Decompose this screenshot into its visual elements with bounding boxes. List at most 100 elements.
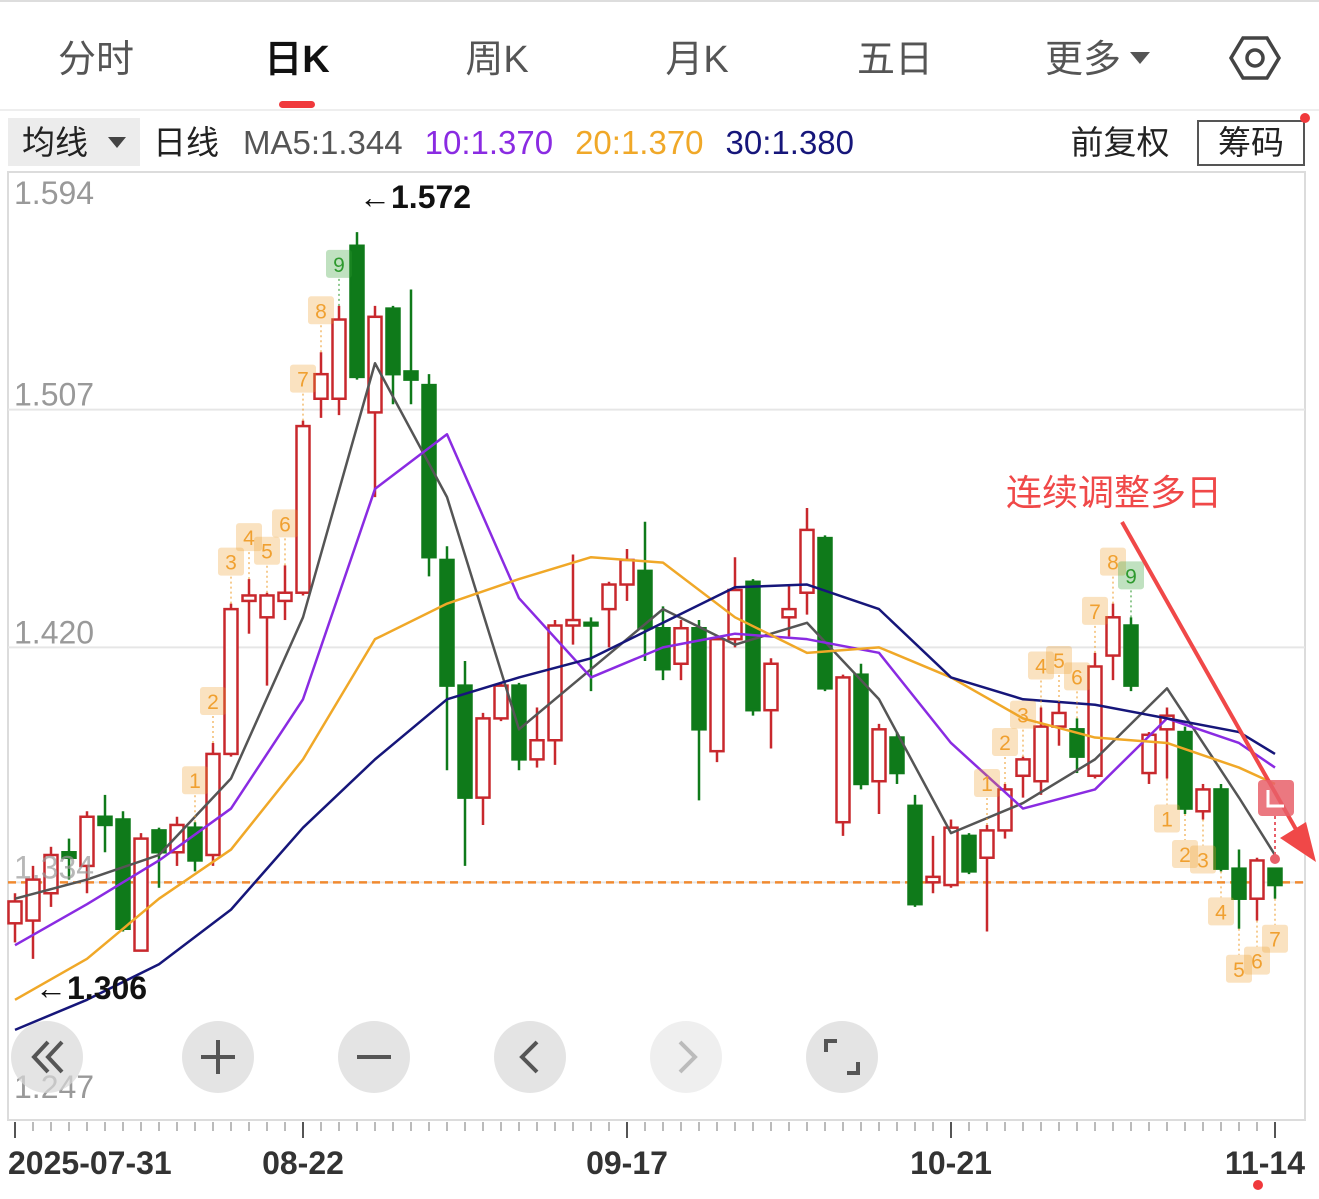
candle-body xyxy=(1267,867,1283,887)
candle-body xyxy=(907,804,923,906)
sequence-badge xyxy=(1046,646,1072,675)
candle-body xyxy=(1249,859,1265,900)
sequence-number: 9 xyxy=(333,254,345,277)
candle-body xyxy=(1087,665,1103,778)
sequence-number: 4 xyxy=(243,527,255,550)
adjust-option[interactable]: 前复权 xyxy=(1071,124,1170,161)
dropdown-caret xyxy=(108,137,126,148)
candle-body xyxy=(421,383,437,559)
tab[interactable]: 更多 xyxy=(1045,39,1121,81)
ma-line xyxy=(14,361,1277,900)
candle-body xyxy=(1195,788,1211,813)
note: 连续调整多日 xyxy=(1006,472,1222,513)
ma-line xyxy=(14,583,1276,1031)
sequence-badge xyxy=(1172,840,1198,869)
sequence-badge xyxy=(326,249,352,278)
tab[interactable]: 五日 xyxy=(857,39,933,81)
candle-body xyxy=(295,424,311,594)
x-tick-label: 11-14 xyxy=(1225,1145,1305,1181)
sequence-badge xyxy=(290,364,316,393)
candle-body xyxy=(979,829,995,859)
sequence-number: 3 xyxy=(1197,849,1209,872)
note-arrowhead xyxy=(1280,822,1316,862)
period-label: 日线 xyxy=(153,124,219,161)
extreme-label: ←1.572 xyxy=(359,179,471,215)
candle-body xyxy=(943,826,959,887)
tab-active[interactable]: 日K xyxy=(264,39,330,81)
tab[interactable]: 分时 xyxy=(58,39,134,81)
ma-line xyxy=(14,555,1276,1001)
sequence-badge xyxy=(974,768,1000,797)
candle-body xyxy=(835,676,851,824)
sequence-badge xyxy=(218,547,244,576)
candle-body xyxy=(691,626,707,731)
candle-body xyxy=(7,900,23,925)
candle-body xyxy=(493,684,509,720)
zoom-in-button[interactable] xyxy=(182,1021,254,1093)
sequence-badge xyxy=(308,296,334,325)
sequence-badge xyxy=(992,727,1018,756)
x-tick-label: 08-22 xyxy=(262,1145,344,1181)
chips-label[interactable]: 筹码 xyxy=(1218,124,1284,161)
sequence-number: 2 xyxy=(207,691,219,714)
extreme-label: ←1.306 xyxy=(35,970,147,1006)
sequence-badge xyxy=(1190,845,1216,874)
candle-body xyxy=(547,624,563,742)
sequence-badge xyxy=(1262,924,1288,953)
latest-dot xyxy=(1253,1180,1263,1190)
sequence-number: 1 xyxy=(1161,809,1173,832)
candle-body xyxy=(313,372,329,401)
tab[interactable]: 月K xyxy=(665,39,728,81)
sequence-badge xyxy=(1208,897,1234,926)
control-buttons xyxy=(11,1021,878,1093)
scroll-start-button[interactable] xyxy=(11,1021,83,1093)
candle-body xyxy=(331,318,347,401)
x-tick-label: 2025-07-31 xyxy=(8,1145,172,1181)
legend-entry: MA5:1.344 xyxy=(243,124,403,161)
y-tick-label: 1.507 xyxy=(14,377,94,413)
candle-body xyxy=(709,637,725,753)
candle-body xyxy=(601,583,617,611)
candle-body xyxy=(727,588,743,641)
candle-body xyxy=(853,673,869,786)
candle-body xyxy=(889,736,905,775)
tab-indicator xyxy=(279,101,315,108)
candle-body xyxy=(637,569,653,630)
candle-body xyxy=(1051,711,1067,728)
sequence-number: 9 xyxy=(1125,565,1137,588)
scroll-left-button[interactable] xyxy=(494,1021,566,1093)
candle-body xyxy=(1213,788,1229,870)
scroll-right-button[interactable] xyxy=(650,1021,722,1093)
candle-body xyxy=(277,591,293,603)
x-tick-label: 09-17 xyxy=(586,1145,668,1181)
candle-body xyxy=(745,580,761,712)
y-tick-label: 1.594 xyxy=(14,175,94,211)
fullscreen-button[interactable] xyxy=(806,1021,878,1093)
settings-icon[interactable] xyxy=(1228,36,1282,80)
sequence-number: 1 xyxy=(981,773,993,796)
notice-dot xyxy=(1300,113,1310,123)
candle-body xyxy=(133,837,149,952)
sequence-number: 7 xyxy=(1269,929,1281,952)
sequence-number: 3 xyxy=(1017,705,1029,728)
sequence-badge xyxy=(1028,651,1054,680)
sequence-number: 6 xyxy=(1251,951,1263,974)
ma-selector-label[interactable]: 均线 xyxy=(22,124,88,161)
candle-body xyxy=(763,662,779,712)
candle-body xyxy=(79,815,95,868)
candle-body xyxy=(223,607,239,756)
zoom-out-button[interactable] xyxy=(338,1021,410,1093)
sequence-badge xyxy=(1244,946,1270,975)
candle-body xyxy=(961,834,977,873)
sequence-number: 1 xyxy=(189,770,201,793)
chips-button[interactable] xyxy=(1197,120,1305,166)
sequence-badge xyxy=(182,766,208,795)
sequence-number: 7 xyxy=(297,369,309,392)
candle-body xyxy=(1015,758,1031,778)
tab[interactable]: 周K xyxy=(465,39,528,81)
sequence-number: 2 xyxy=(999,732,1011,755)
candle-body xyxy=(457,684,473,799)
sequence-badge xyxy=(200,686,226,715)
y-tick-label: 1.334 xyxy=(14,849,94,885)
